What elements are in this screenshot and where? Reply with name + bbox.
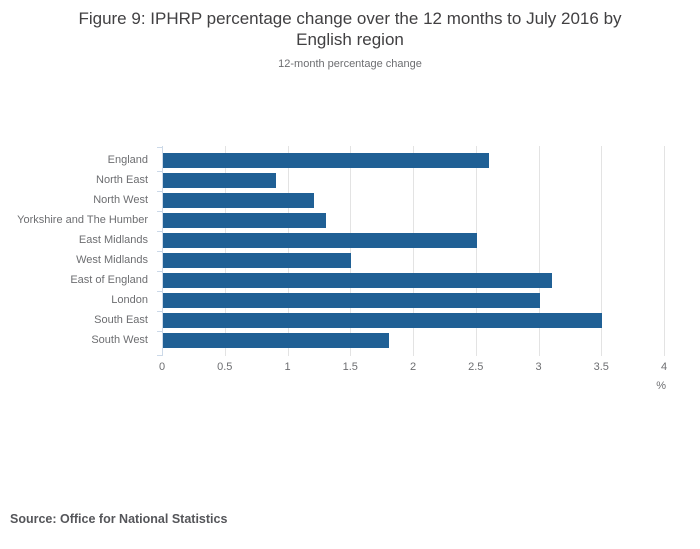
gridline xyxy=(664,146,665,356)
category-label: East of England xyxy=(70,274,148,286)
category-label: East Midlands xyxy=(78,234,148,246)
x-tick-label: 0 xyxy=(158,361,166,373)
bar-south-east[interactable] xyxy=(163,313,603,328)
gridline xyxy=(475,146,477,356)
bar-south-west[interactable] xyxy=(163,333,389,348)
source-note: Source: Office for National Statistics xyxy=(10,512,228,526)
y-axis-tick xyxy=(157,210,162,212)
plot-area xyxy=(157,146,665,356)
x-tick-label: 2 xyxy=(409,361,417,373)
x-axis-unit-label: % xyxy=(656,380,666,392)
category-label: West Midlands xyxy=(76,254,148,266)
gridline xyxy=(601,146,603,356)
y-axis-category-labels: England North East North West Yorkshire and… xyxy=(0,146,150,356)
x-tick-label: 1 xyxy=(284,361,291,373)
chart-subtitle: 12-month percentage change xyxy=(278,58,422,70)
y-axis-tick xyxy=(157,190,162,192)
y-axis-tick xyxy=(157,330,162,332)
bar-west-midlands[interactable] xyxy=(163,253,352,268)
category-label: South West xyxy=(91,334,148,346)
category-label: North West xyxy=(93,194,148,206)
y-axis-line xyxy=(162,146,163,356)
bar-london[interactable] xyxy=(163,293,540,308)
chart-title-line1: Figure 9: IPHRP percentage change over t… xyxy=(78,9,622,28)
category-label: North East xyxy=(96,174,148,186)
gridline xyxy=(287,146,289,356)
bar-east-of-england[interactable] xyxy=(163,273,553,288)
y-axis-tick xyxy=(157,270,162,272)
category-label: South East xyxy=(94,314,148,326)
bar-north-east[interactable] xyxy=(163,173,276,188)
bar-north-west[interactable] xyxy=(163,193,314,208)
y-axis-tick xyxy=(157,230,162,232)
y-axis-tick xyxy=(157,250,162,252)
gridline xyxy=(224,146,226,356)
gridline xyxy=(538,146,540,356)
y-axis-tick xyxy=(157,170,162,172)
y-axis-tick xyxy=(157,310,162,312)
bar-east-midlands[interactable] xyxy=(163,233,477,248)
category-label: London xyxy=(111,294,148,306)
x-tick-label: 4 xyxy=(660,361,668,373)
y-axis-tick xyxy=(157,354,162,356)
x-tick-label: 3 xyxy=(535,361,542,373)
bar-england[interactable] xyxy=(163,153,490,168)
category-label: Yorkshire and The Humber xyxy=(17,214,148,226)
bar-yorkshire-and-the-humber[interactable] xyxy=(163,213,327,228)
x-tick-label: 1.5 xyxy=(342,361,358,373)
category-label: England xyxy=(107,154,148,166)
x-tick-label: 0.5 xyxy=(217,361,233,373)
chart-title-line2: English region xyxy=(296,30,404,49)
y-axis-tick xyxy=(157,290,162,292)
chart-title: Figure 9: IPHRP percentage change over t… xyxy=(0,8,700,50)
y-axis-tick xyxy=(157,146,162,148)
gridline xyxy=(350,146,352,356)
x-tick-label: 3.5 xyxy=(593,361,609,373)
gridline xyxy=(413,146,414,356)
x-tick-label: 2.5 xyxy=(468,361,484,373)
